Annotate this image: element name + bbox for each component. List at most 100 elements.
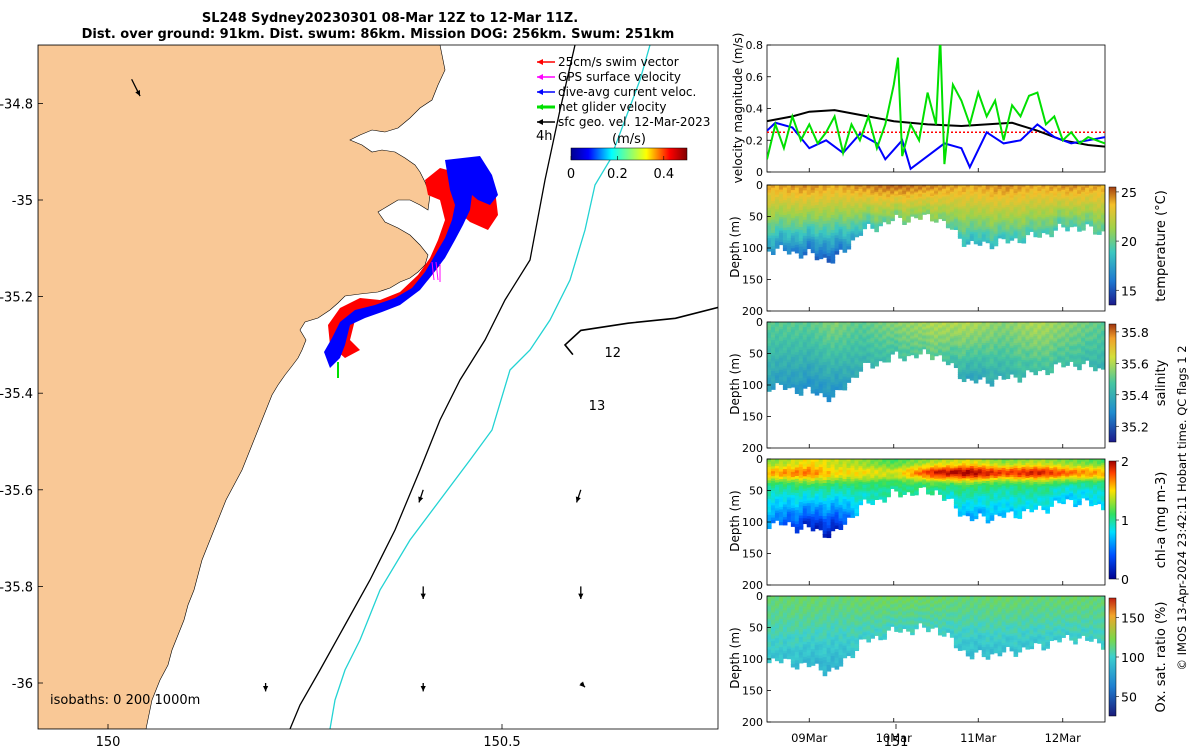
section-cell	[778, 516, 784, 521]
section-cell	[910, 192, 915, 195]
section-cell	[1089, 214, 1094, 218]
section-cell	[914, 324, 919, 327]
section-cell	[798, 472, 804, 476]
section-cell	[937, 188, 943, 191]
section-cell	[806, 238, 812, 242]
section-cell	[918, 200, 923, 203]
section-cell	[878, 358, 883, 362]
section-cell	[1053, 209, 1058, 212]
section-cell	[794, 357, 800, 362]
section-cell	[778, 501, 784, 506]
velocity-series-line	[767, 45, 1105, 165]
section-cell	[874, 209, 879, 213]
section-cell	[882, 199, 887, 202]
section-cell	[1005, 334, 1011, 338]
section-cell	[878, 335, 883, 338]
section-cell	[926, 348, 931, 351]
section-cell	[786, 492, 792, 496]
section-cell	[814, 380, 820, 385]
section-cell	[1077, 209, 1082, 213]
section-cell	[846, 322, 852, 326]
section-cell	[1029, 199, 1035, 202]
section-cell	[1017, 185, 1023, 188]
section-cell	[790, 464, 796, 468]
section-cell	[985, 345, 991, 349]
section-cell	[854, 326, 860, 330]
geo-vector-head	[418, 496, 424, 503]
section-cell	[1065, 228, 1070, 232]
section-cell	[1061, 364, 1066, 368]
section-cell	[842, 324, 848, 328]
section-cell	[1053, 210, 1058, 214]
section-cell	[985, 378, 991, 382]
section-cell	[1057, 185, 1062, 188]
section-cell	[981, 210, 987, 214]
section-cell	[926, 189, 931, 192]
section-cell	[894, 186, 899, 189]
section-cell	[961, 335, 967, 339]
section-cell	[858, 337, 864, 340]
section-cell	[770, 187, 776, 192]
section-cell	[802, 238, 808, 242]
section-cell	[997, 354, 1003, 358]
section-cell	[1001, 341, 1007, 345]
section-y-tick-label: 200	[742, 305, 763, 318]
section-cell	[953, 191, 959, 195]
geo-vector-head	[1195, 505, 1200, 511]
section-cell	[1089, 210, 1094, 213]
section-cell	[926, 324, 931, 327]
section-cell	[806, 354, 812, 358]
section-cell	[981, 208, 987, 212]
section-cell	[1101, 354, 1105, 358]
section-cell	[934, 333, 939, 336]
section-cell	[810, 357, 816, 361]
velocity-y-tick-label: 0.2	[746, 134, 764, 147]
section-cell	[886, 185, 891, 188]
isobath-200m	[289, 45, 576, 729]
section-cell	[1025, 232, 1031, 236]
section-cell	[1029, 218, 1035, 222]
section-cell	[767, 332, 772, 337]
section-cell	[1049, 368, 1054, 372]
section-cell	[790, 349, 796, 353]
section-cell	[922, 198, 927, 201]
section-cell	[786, 471, 792, 475]
section-cell	[910, 344, 915, 347]
section-cell	[767, 225, 772, 229]
section-y-tick-label: 150	[742, 274, 763, 287]
section-cell	[786, 195, 792, 200]
section-cell	[830, 253, 836, 258]
section-cell	[961, 353, 967, 357]
section-cell	[1069, 328, 1074, 331]
section-cell	[1057, 323, 1062, 326]
section-cell	[786, 475, 792, 479]
section-cell	[977, 191, 983, 196]
section-cell	[810, 200, 816, 204]
section-cell	[1033, 344, 1038, 347]
section-cell	[818, 218, 824, 223]
section-cell	[898, 352, 903, 355]
section-cell	[794, 239, 800, 244]
section-cell	[926, 188, 931, 191]
section-cell	[989, 324, 995, 328]
section-cell	[810, 332, 816, 337]
section-cell	[1009, 365, 1015, 369]
section-cell	[890, 214, 895, 218]
section-cell	[1069, 197, 1074, 201]
section-cell	[846, 216, 852, 221]
section-cell	[941, 218, 947, 222]
section-cell	[802, 209, 808, 213]
section-cell	[953, 323, 959, 327]
section-cell	[874, 342, 879, 345]
section-cell	[798, 327, 804, 332]
section-cell	[1049, 194, 1054, 198]
section-cell	[1085, 189, 1090, 192]
section-cell	[945, 333, 951, 336]
section-cell	[778, 379, 784, 383]
section-cell	[969, 330, 975, 334]
section-cell	[989, 351, 995, 355]
section-cell	[770, 195, 776, 200]
section-cell	[1101, 361, 1105, 365]
section-cell	[838, 209, 844, 213]
section-cell	[957, 213, 963, 217]
